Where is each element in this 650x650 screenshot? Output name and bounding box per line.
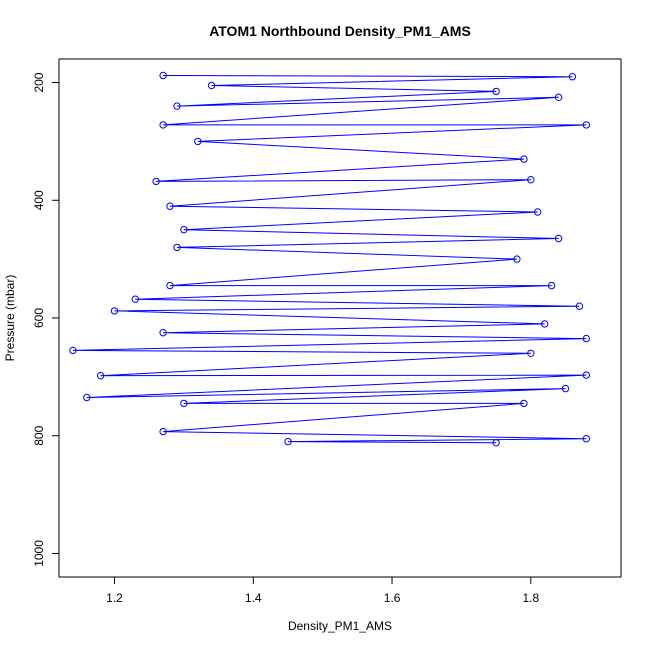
data-point xyxy=(527,176,535,184)
data-point xyxy=(520,399,528,408)
series-line xyxy=(72,75,587,444)
data-point xyxy=(173,243,181,252)
data-point xyxy=(561,384,570,393)
data-point xyxy=(83,393,91,402)
data-point xyxy=(492,87,500,96)
data-point xyxy=(159,427,167,436)
data-point xyxy=(131,295,140,303)
x-axis-label: Density_PM1_AMS xyxy=(288,619,392,633)
data-point xyxy=(207,81,216,90)
data-point xyxy=(166,281,174,290)
x-tick-label: 1.4 xyxy=(245,591,262,605)
data-point xyxy=(159,71,167,80)
data-point xyxy=(513,255,521,263)
data-point xyxy=(582,435,590,443)
data-point xyxy=(152,177,160,186)
data-point xyxy=(194,137,202,146)
data-point xyxy=(568,73,577,81)
data-point xyxy=(96,372,105,380)
y-axis: 200 400 600 800 1000 xyxy=(32,72,59,567)
data-point xyxy=(520,155,528,163)
y-tick-label: 1000 xyxy=(32,540,46,567)
x-tick-label: 1.6 xyxy=(384,591,401,605)
y-tick-label: 400 xyxy=(32,190,46,210)
y-tick-label: 800 xyxy=(32,425,46,445)
data-point xyxy=(554,93,563,102)
data-point xyxy=(492,439,500,447)
data-point xyxy=(69,346,77,355)
data-point xyxy=(527,349,535,357)
data-point xyxy=(180,226,188,234)
data-point xyxy=(582,371,590,379)
data-point xyxy=(547,281,556,290)
chart-title: ATOM1 Northbound Density_PM1_AMS xyxy=(209,23,471,39)
data-point xyxy=(166,202,174,210)
data-point xyxy=(582,121,590,129)
x-axis: 1.2 1.4 1.6 1.8 xyxy=(106,577,539,605)
data-point xyxy=(582,334,590,343)
data-point xyxy=(159,121,167,129)
data-point xyxy=(575,302,584,310)
x-tick-label: 1.8 xyxy=(522,591,539,605)
data-point xyxy=(284,437,292,446)
x-tick-label: 1.2 xyxy=(106,591,123,605)
data-point xyxy=(110,307,119,315)
data-point xyxy=(180,399,188,408)
y-axis-label: Pressure (mbar) xyxy=(3,275,17,362)
data-point xyxy=(159,329,167,337)
y-tick-label: 200 xyxy=(32,72,46,92)
data-point xyxy=(534,208,542,216)
series-0 xyxy=(69,71,590,447)
data-point xyxy=(541,320,549,328)
y-tick-label: 600 xyxy=(32,308,46,328)
data-point xyxy=(173,102,181,110)
data-point xyxy=(554,234,563,243)
plot-area xyxy=(69,71,590,447)
